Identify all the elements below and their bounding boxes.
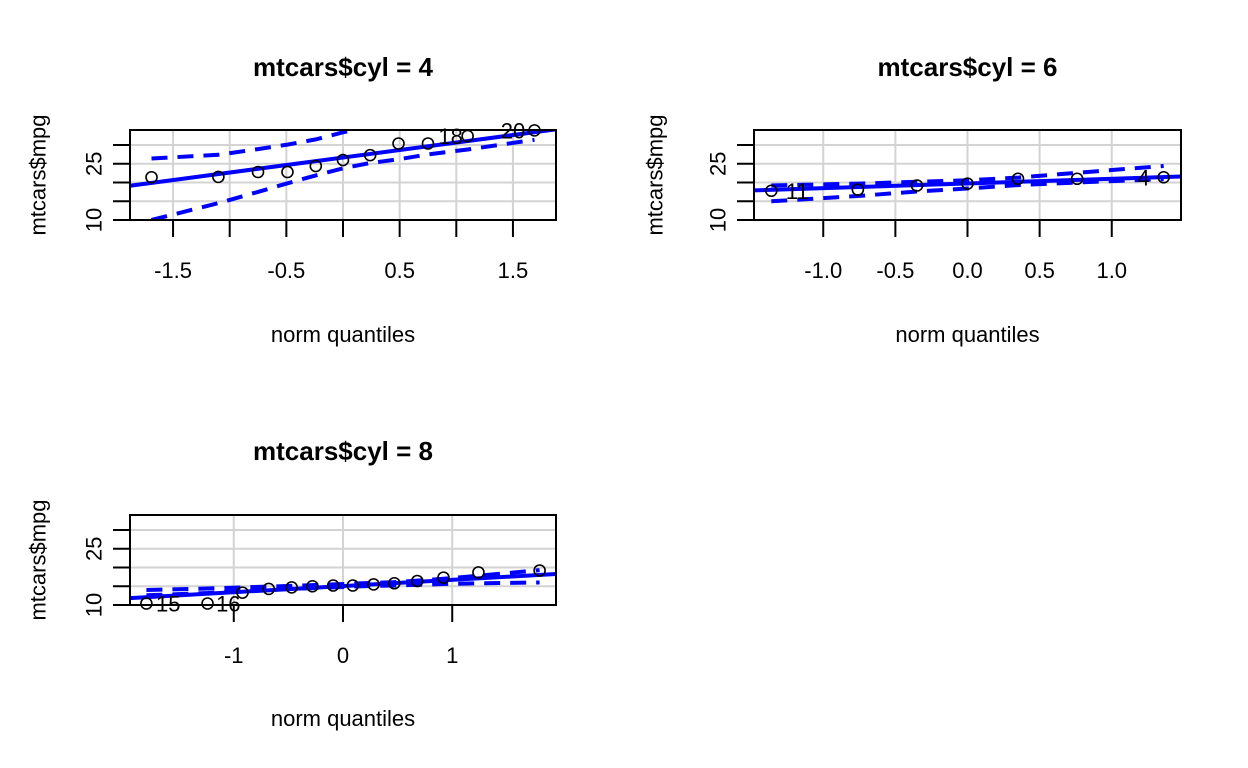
y-tick-label: 10: [82, 593, 107, 617]
qq-panel-2: 11 4 -1.0 -0.5 0.0 0.5 1.0 10 25 mtcars$cyl = 6 no…: [643, 52, 1182, 347]
y-axis-label: mtcars$mpg: [26, 499, 51, 620]
reference-line: [130, 572, 556, 601]
x-tick-label: 0.0: [952, 258, 983, 283]
chart-title: mtcars$cyl = 8: [253, 436, 433, 466]
x-axis-label: norm quantiles: [895, 322, 1039, 347]
x-tick-label: 0.5: [384, 258, 415, 283]
x-tick-label: 1.0: [1096, 258, 1127, 283]
reference-line: [130, 130, 556, 188]
data-point: [533, 564, 546, 577]
data-point: [212, 170, 225, 184]
grid: [130, 515, 556, 605]
data-point: [765, 184, 778, 198]
data-point: [251, 165, 265, 179]
x-axis-label: norm quantiles: [271, 706, 415, 731]
data-point: [388, 576, 401, 590]
data-point: [437, 571, 450, 584]
x-tick-label: -1.5: [154, 258, 192, 283]
y-tick-label: 10: [706, 208, 731, 232]
y-axis-label: mtcars$mpg: [26, 114, 51, 235]
y-tick-label: 10: [82, 208, 107, 232]
x-tick-label: 0.5: [1024, 258, 1055, 283]
data-point: [201, 597, 214, 610]
point-label: 18: [438, 124, 462, 149]
envelope-lower-line: [151, 137, 535, 220]
data-point: [421, 137, 435, 150]
data-point: [346, 579, 360, 592]
x-tick-label: -0.5: [267, 258, 305, 283]
grid: [130, 130, 556, 220]
x-tick-label: -1: [224, 643, 244, 668]
reference-line: [754, 174, 1181, 193]
grid: [754, 130, 1181, 220]
data-point: [410, 574, 424, 588]
data-point: [961, 177, 974, 190]
x-tick-label: -1.0: [804, 258, 842, 283]
x-tick-label: 1.5: [498, 258, 529, 283]
y-tick-label: 25: [82, 152, 107, 176]
data-point: [326, 579, 340, 592]
data-point: [1011, 172, 1025, 186]
x-tick-label: 0: [337, 643, 349, 668]
x-tick-label: -0.5: [876, 258, 914, 283]
chart-title: mtcars$cyl = 4: [253, 52, 434, 82]
y-tick-label: 25: [706, 152, 731, 176]
data-point: [306, 579, 319, 593]
data-point: [1070, 172, 1084, 186]
data-point: [336, 153, 350, 167]
point-label: 4: [1137, 165, 1149, 190]
y-tick-label: 25: [82, 537, 107, 561]
data-point: [285, 581, 298, 594]
chart-title: mtcars$cyl = 6: [878, 52, 1058, 82]
data-point: [236, 586, 249, 599]
data-point: [309, 159, 323, 173]
envelope-upper-line: [151, 130, 363, 161]
data-point: [1157, 170, 1170, 184]
data-point: [140, 597, 153, 610]
data-point: [367, 578, 380, 591]
y-axis-label: mtcars$mpg: [643, 114, 668, 235]
data-point: [392, 137, 405, 150]
data-point: [262, 582, 276, 596]
data-point: [363, 148, 377, 162]
data-point: [910, 179, 924, 192]
data-point: [281, 165, 294, 179]
point-label: 11: [786, 179, 809, 204]
data-point: [851, 183, 865, 196]
data-point: [145, 170, 158, 184]
x-axis-label: norm quantiles: [271, 322, 415, 347]
x-tick-label: 1: [446, 643, 458, 668]
data-point: [472, 566, 485, 579]
